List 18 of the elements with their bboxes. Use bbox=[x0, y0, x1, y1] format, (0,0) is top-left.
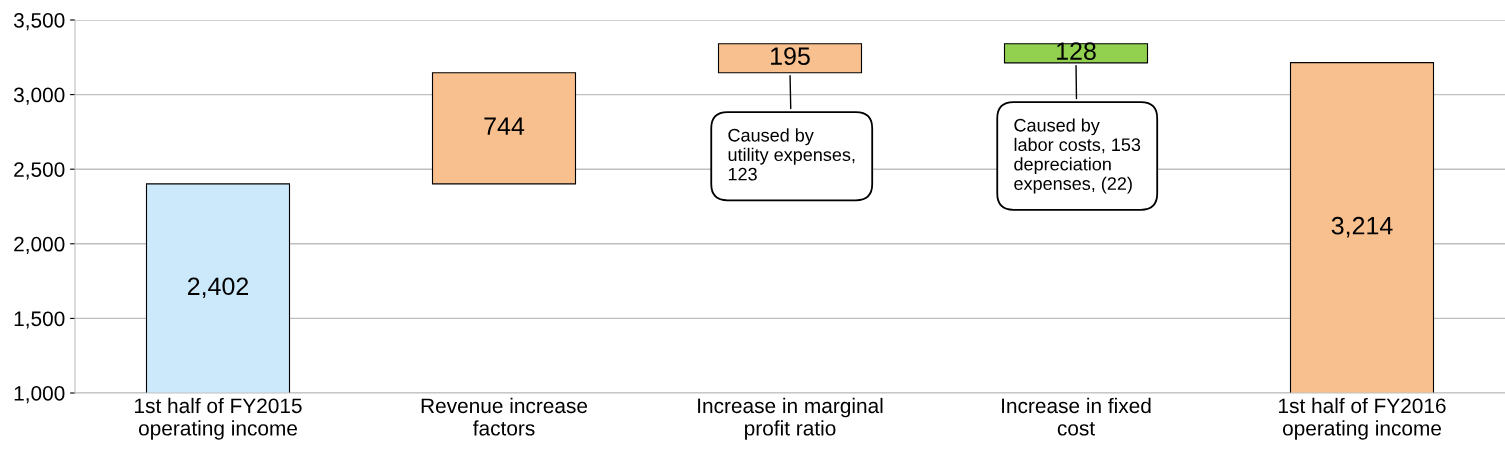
y-tick-label: 3,000 bbox=[13, 87, 65, 105]
data-label: 128 bbox=[1057, 42, 1096, 60]
x-tick-label: 1st half of FY2015 operating income bbox=[135, 397, 302, 440]
y-tick-label: 2,000 bbox=[14, 236, 65, 255]
x-tick-label: Increase in marginal profit ratio bbox=[698, 397, 883, 440]
data-label: 2,402 bbox=[187, 277, 249, 299]
y-tick-label: 2,500 bbox=[14, 162, 65, 180]
data-label: 195 bbox=[771, 47, 810, 65]
annotation: Caused by labor costs, 153 depreciation expenses, (22) bbox=[1014, 118, 1141, 194]
x-tick-label: Revenue increase factors bbox=[421, 397, 588, 436]
x-tick-label: Increase in fixed cost bbox=[1002, 397, 1151, 436]
annotation: Caused by utility expenses, 123 bbox=[728, 128, 855, 181]
data-label: 744 bbox=[484, 117, 525, 135]
x-tick-label: 1st half of FY2016 operating income bbox=[1279, 397, 1446, 440]
y-tick-label: 1,500 bbox=[14, 311, 65, 329]
y-tick-label: 3,500 bbox=[13, 13, 65, 31]
data-label: 3,214 bbox=[1331, 216, 1393, 238]
y-tick-label: 1,000 bbox=[14, 386, 65, 404]
